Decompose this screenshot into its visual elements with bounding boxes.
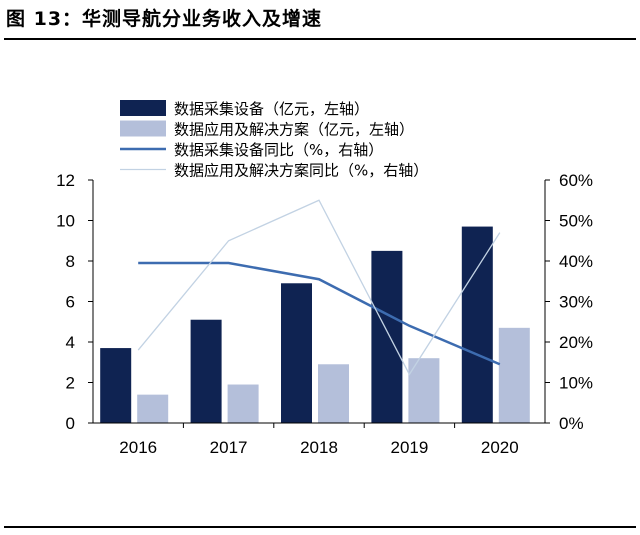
figure-title: 图 13：华测导航分业务收入及增速 <box>6 8 323 30</box>
bar-equipment-2017 <box>190 319 222 423</box>
left-tick-label: 0 <box>66 414 75 433</box>
right-tick-label: 30% <box>559 293 593 312</box>
right-tick-label: 10% <box>559 374 593 393</box>
bars-layer <box>100 226 530 423</box>
left-tick-label: 6 <box>66 293 75 312</box>
legend: 数据采集设备（亿元，左轴） 数据应用及解决方案（亿元，左轴） 数据采集设备同比（%，… <box>120 100 428 180</box>
x-tick-label: 2020 <box>481 438 519 457</box>
bar-equipment-2016 <box>100 348 132 423</box>
bar-solutions-2020 <box>498 327 530 423</box>
right-tick-label: 60% <box>559 171 593 190</box>
line-solutions-yoy <box>137 199 501 376</box>
top-rule <box>4 38 636 40</box>
x-tick-label: 2019 <box>390 438 428 457</box>
x-tick-label: 2018 <box>300 438 338 457</box>
left-tick-label: 8 <box>66 252 75 271</box>
bar-equipment-2018 <box>281 283 312 423</box>
legend-label: 数据应用及解决方案同比（%，右轴） <box>174 162 428 180</box>
lines-layer <box>137 199 501 376</box>
legend-label: 数据采集设备同比（%，右轴） <box>174 141 383 159</box>
line-equipment-yoy <box>138 261 501 366</box>
x-tick-label: 2017 <box>210 438 248 457</box>
legend-label: 数据采集设备（亿元，左轴） <box>174 100 369 118</box>
bar-equipment-2019 <box>371 250 403 423</box>
left-tick-label: 10 <box>56 212 75 231</box>
axes-layer: 0 2 4 6 8 10 12 0% 10% 20% 30% 40% 50% 60% 2016 2017 201… <box>56 171 593 457</box>
left-tick-label: 4 <box>66 333 75 352</box>
bar-equipment-2020 <box>461 226 493 423</box>
bar-solutions-2017 <box>227 384 259 423</box>
left-tick-label: 12 <box>56 171 75 190</box>
bar-solutions-2018 <box>318 364 349 423</box>
x-tick-label: 2016 <box>119 438 157 457</box>
right-tick-label: 50% <box>559 212 593 231</box>
bottom-rule <box>4 526 636 528</box>
legend-swatch-bar <box>120 120 166 137</box>
right-tick-label: 20% <box>559 333 593 352</box>
legend-swatch-bar <box>120 100 166 116</box>
right-tick-label: 40% <box>559 252 593 271</box>
left-tick-label: 2 <box>66 374 75 393</box>
legend-label: 数据应用及解决方案（亿元，左轴） <box>174 121 414 139</box>
right-tick-label: 0% <box>559 414 584 433</box>
bar-solutions-2016 <box>137 394 169 423</box>
